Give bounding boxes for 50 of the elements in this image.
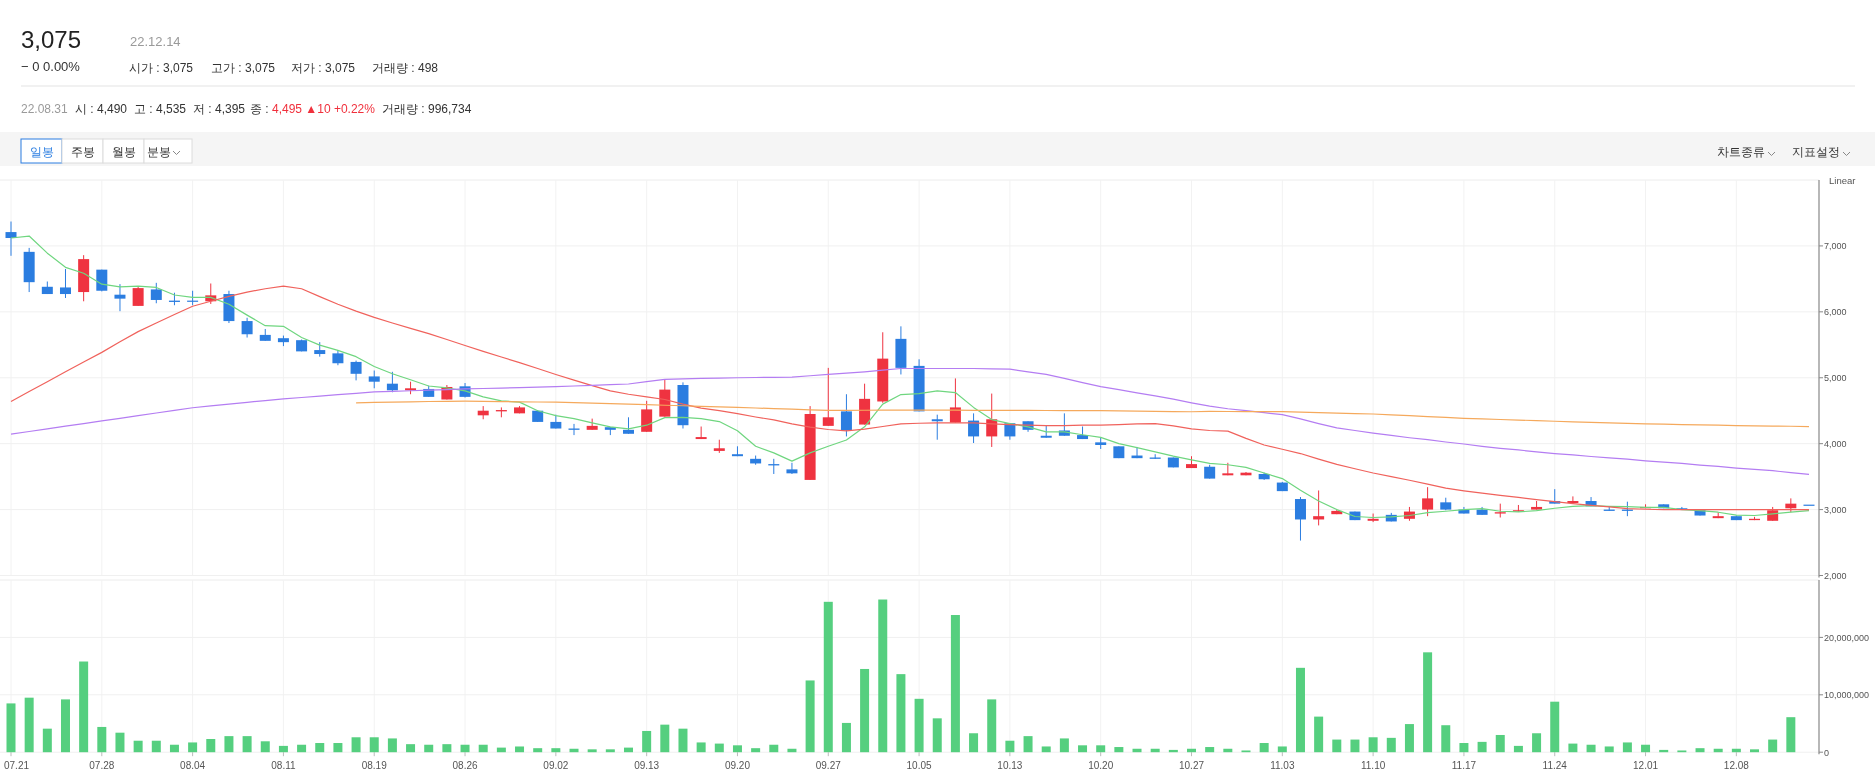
text: 종 :: [250, 102, 269, 116]
x-tick-label: 08.04: [180, 760, 206, 772]
text: 22.08.31: [21, 102, 69, 116]
x-tick-label: 11.17: [1451, 760, 1477, 772]
text: 4,495 ▲10 +0.22%: [272, 102, 376, 116]
text: 분봉: [147, 145, 171, 159]
text: 월봉: [111, 145, 136, 159]
x-tick-label: 10.20: [1088, 760, 1114, 772]
y-tick-label: 5,000: [1824, 373, 1847, 384]
text: 지표설정: [1792, 145, 1840, 159]
y-tick-label: 3,000: [1824, 505, 1847, 516]
text: − 0 0.00%: [21, 59, 81, 74]
y-tick-label: 10,000,000: [1824, 690, 1870, 701]
y-tick-label: 7,000: [1824, 241, 1847, 252]
y-tick-label: 20,000,000: [1824, 632, 1870, 643]
text: 주봉: [70, 145, 95, 159]
x-tick-label: 10.13: [997, 760, 1023, 772]
x-tick-label: 09.27: [815, 760, 842, 772]
x-tick-label: 11.24: [1542, 760, 1568, 772]
x-tick-label: 12.08: [1723, 760, 1750, 772]
x-tick-label: 10.27: [1178, 760, 1205, 772]
text: 시 : 4,490: [75, 102, 128, 116]
text: 고가 : 3,075: [211, 61, 276, 75]
text: 거래량 : 996,734: [382, 102, 472, 116]
x-tick-label: 11.03: [1270, 760, 1295, 772]
y-tick-label: 0: [1824, 747, 1830, 758]
y-tick-label: 2,000: [1824, 571, 1847, 581]
text: 저가 : 3,075: [291, 61, 356, 75]
x-tick-label: 08.11: [271, 760, 296, 772]
text: 거래량 : 498: [372, 61, 439, 75]
x-tick-label: 10.05: [906, 760, 933, 772]
y-tick-label: 6,000: [1824, 307, 1847, 318]
text: 저 : 4,395: [193, 102, 246, 116]
y-tick-label: 4,000: [1824, 439, 1847, 450]
text: 일봉: [29, 145, 54, 159]
text: 22.12.14: [130, 34, 181, 49]
x-tick-label: 09.20: [724, 760, 751, 772]
text: 차트종류: [1717, 145, 1765, 159]
x-tick-label: 09.02: [543, 760, 569, 772]
text: 시가 : 3,075: [129, 61, 194, 75]
x-tick-label: 09.13: [634, 760, 660, 772]
x-tick-label: 08.26: [452, 760, 478, 772]
x-tick-label: 07.21: [4, 760, 30, 772]
text: 고 : 4,535: [134, 102, 187, 116]
x-tick-label: 11.10: [1360, 760, 1386, 772]
text: Linear: [1829, 175, 1856, 186]
x-tick-label: 08.19: [361, 760, 388, 772]
x-tick-label: 12.01: [1633, 760, 1659, 772]
x-tick-label: 07.28: [89, 760, 115, 772]
text: 3,075: [21, 26, 82, 53]
